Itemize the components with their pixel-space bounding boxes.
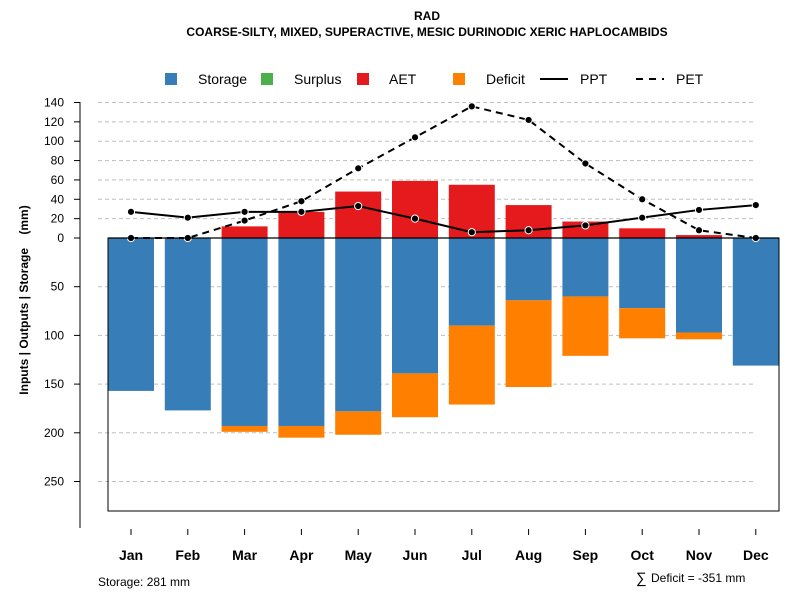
y-tick-label: 100	[44, 328, 64, 342]
aet-bar	[676, 235, 722, 238]
storage-bar	[619, 238, 666, 309]
series-points	[126, 102, 760, 243]
x-tick-label: May	[345, 547, 372, 563]
pet-point	[524, 115, 533, 125]
storage-bar	[448, 238, 495, 326]
bars	[108, 180, 779, 438]
aet-bar	[221, 226, 268, 238]
pet-point	[467, 102, 476, 111]
x-tick-label: Jan	[119, 547, 143, 563]
legend-swatch-deficit	[453, 73, 465, 85]
y-tick-label: 20	[51, 212, 65, 226]
deficit-bar	[562, 296, 609, 356]
storage-bar	[108, 238, 154, 391]
aet-bar	[619, 228, 666, 238]
storage-bar	[732, 238, 779, 366]
legend-swatch-surplus	[261, 73, 273, 85]
x-tick-label: Oct	[631, 547, 655, 563]
footer-deficit: Deficit = -351 mm	[651, 571, 745, 585]
pet-point	[581, 159, 590, 168]
chart-title: RAD	[414, 9, 440, 23]
legend-label-pet: PET	[676, 71, 704, 87]
pet-line	[131, 105, 756, 239]
y-tick-label: 50	[51, 280, 65, 294]
ppt-point	[751, 200, 760, 210]
x-tick-label: Sep	[573, 547, 599, 563]
x-tick-label: Feb	[175, 547, 200, 563]
storage-bar	[392, 238, 438, 374]
deficit-bar	[221, 425, 268, 432]
y-tick-label: 60	[51, 173, 65, 187]
aet-bar	[278, 211, 325, 238]
pet-point	[297, 197, 306, 206]
x-tick-label: Apr	[289, 547, 314, 563]
ppt-point	[297, 207, 306, 216]
y-tick-label: 40	[51, 192, 65, 206]
y-tick-label: 120	[44, 115, 64, 129]
ppt-point	[694, 205, 704, 215]
y-tick-label: 100	[44, 134, 64, 148]
deficit-bar	[619, 308, 666, 339]
legend-label-storage: Storage	[198, 71, 247, 87]
y-tick-label: 80	[51, 154, 65, 168]
legend-swatch-storage	[165, 73, 177, 85]
storage-bar	[676, 238, 722, 333]
ppt-point	[126, 207, 136, 216]
pet-point	[410, 133, 420, 142]
storage-bar	[278, 238, 325, 426]
y-tick-label: 200	[44, 426, 64, 440]
ppt-point	[467, 228, 476, 237]
x-tick-label: Aug	[515, 547, 542, 563]
footer-deficit-symbol: ∑	[636, 570, 647, 587]
deficit-bar	[676, 332, 722, 340]
y-axis: 0 20 40 60 80 100 120 140 50 100 150 200 250	[44, 96, 80, 489]
deficit-bar	[278, 425, 325, 438]
ppt-point	[240, 207, 249, 216]
ppt-point	[410, 214, 420, 223]
aet-bar	[392, 180, 438, 238]
pet-point	[240, 216, 249, 225]
x-tick-label: Nov	[686, 547, 713, 563]
y-tick-label: 0	[57, 231, 64, 245]
footer-storage: Storage: 281 mm	[98, 575, 190, 589]
y-axis-label: Inputs | Outputs | Storage (mm)	[17, 205, 31, 394]
ppt-point	[638, 213, 647, 222]
legend-swatch-aet	[357, 73, 369, 85]
ppt-line	[130, 204, 756, 234]
legend-label-surplus: Surplus	[294, 71, 341, 87]
storage-bar	[505, 238, 552, 301]
storage-bar	[335, 238, 382, 412]
pet-point	[354, 164, 363, 173]
pet-point	[638, 195, 647, 204]
legend-label-ppt: PPT	[580, 71, 608, 87]
x-tick-label: Mar	[232, 547, 257, 563]
legend-label-aet: AET	[389, 71, 417, 87]
x-tick-label: Dec	[743, 547, 769, 563]
x-axis: Jan Feb Mar Apr May Jun Jul Aug Sep Oct Nov Dec	[119, 529, 769, 563]
deficit-bar	[392, 373, 438, 418]
deficit-bar	[505, 300, 552, 388]
ppt-point	[354, 201, 363, 211]
series-lines	[130, 105, 756, 239]
deficit-bar	[335, 411, 382, 435]
x-tick-label: Jun	[403, 547, 428, 563]
legend-label-deficit: Deficit	[486, 71, 525, 87]
ppt-point	[581, 221, 590, 230]
ppt-point	[183, 213, 192, 222]
y-tick-label: 140	[44, 96, 64, 110]
y-tick-label: 250	[44, 475, 64, 489]
chart-subtitle: COARSE-SILTY, MIXED, SUPERACTIVE, MESIC …	[186, 25, 667, 39]
storage-bar	[562, 238, 609, 297]
x-tick-label: Jul	[462, 547, 482, 563]
storage-bar	[221, 238, 268, 426]
y-tick-label: 150	[44, 377, 64, 391]
ppt-point	[524, 226, 533, 235]
deficit-bar	[448, 325, 495, 405]
aet-bar	[335, 191, 382, 238]
pet-point	[694, 226, 704, 235]
legend: Storage Surplus AET Deficit PPT PET	[165, 71, 704, 87]
storage-bar	[164, 238, 211, 411]
